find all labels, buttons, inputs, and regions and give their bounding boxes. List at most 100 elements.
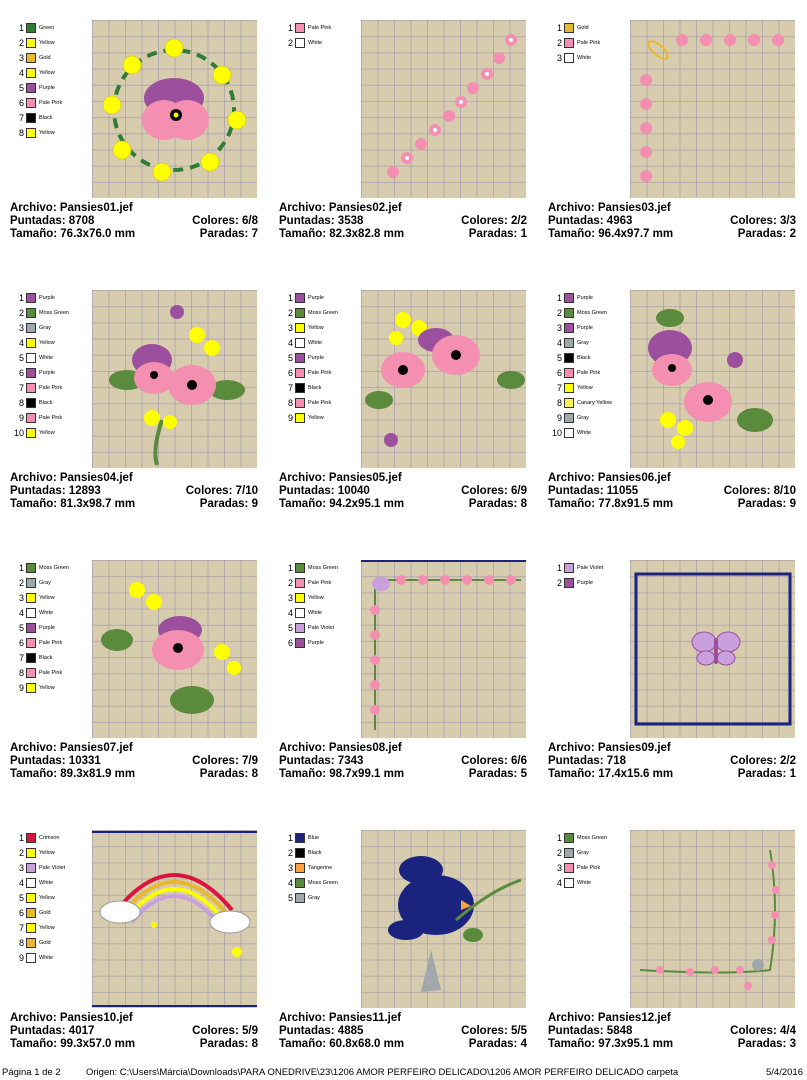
legend-row: 1 Pale Violet <box>550 560 628 575</box>
legend-number: 9 <box>556 412 562 423</box>
size-value: 77.8x91.5 mm <box>598 498 674 510</box>
legend-number: 4 <box>287 337 293 348</box>
design-cell[interactable]: 1 Green 2 Yellow 3 Gold 4 Yellow 5 Purple 6 Pale Pi… <box>0 0 269 270</box>
design-cell[interactable]: 1 Purple 2 Moss Green 3 Yellow 4 White 5 Purple 6 P… <box>269 270 538 540</box>
stitches-value: 11055 <box>606 485 639 497</box>
info-right: Colores: 6/6 <box>461 755 527 768</box>
legend-row: 8 Canary Yellow <box>550 395 628 410</box>
color-legend: 1 Gold 2 Pale Pink 3 White <box>550 20 628 65</box>
legend-row: 7 Pale Pink <box>12 380 90 395</box>
stitches-value: 718 <box>606 755 626 767</box>
design-preview[interactable] <box>630 20 795 198</box>
design-info: Archivo: Pansies08.jef Puntadas: 7343 Colo… <box>279 742 527 781</box>
design-cell[interactable]: 1 Moss Green 2 Pale Pink 3 Yellow 4 White 5 Pale … <box>269 540 538 810</box>
legend-number: 4 <box>18 607 24 618</box>
info-right: Colores: 2/2 <box>730 755 796 768</box>
legend-number: 7 <box>18 922 24 933</box>
design-preview[interactable] <box>361 290 526 468</box>
design-preview[interactable] <box>630 290 795 468</box>
design-cell[interactable]: 1 Pale Pink 2 White Archivo: Pansies02.jef P… <box>269 0 538 270</box>
color-name: Gray <box>39 324 51 331</box>
color-name: Pale Pink <box>39 639 63 646</box>
info-left: Tamaño: 82.3x82.8 mm <box>279 228 404 241</box>
color-name: Black <box>308 849 322 856</box>
legend-number: 2 <box>287 37 293 48</box>
info-left: Tamaño: 99.3x57.0 mm <box>10 1038 135 1051</box>
legend-number: 2 <box>556 847 562 858</box>
legend-row: 6 Purple <box>281 635 359 650</box>
color-name: Purple <box>577 579 593 586</box>
legend-row: 4 White <box>281 335 359 350</box>
color-swatch <box>26 952 36 963</box>
design-cell[interactable]: 1 Purple 2 Moss Green 3 Purple 4 Gray 5 Black 6 Pal… <box>538 270 807 540</box>
info-row: Tamaño: 81.3x98.7 mm Paradas: 9 <box>10 498 258 511</box>
info-right: Colores: 7/10 <box>186 485 258 498</box>
design-preview[interactable] <box>630 560 795 738</box>
info-row: Tamaño: 97.3x95.1 mm Paradas: 3 <box>548 1038 796 1051</box>
color-legend: 1 Purple 2 Moss Green 3 Purple 4 Gray 5 Black 6 Pal… <box>550 290 628 440</box>
design-cell[interactable]: 1 Gold 2 Pale Pink 3 White Archivo: Pansies03… <box>538 0 807 270</box>
info-right: Colores: 7/9 <box>192 755 258 768</box>
design-preview[interactable] <box>92 830 257 1008</box>
color-name: Purple <box>39 84 55 91</box>
stitches-label: Puntadas: <box>279 755 335 767</box>
legend-number: 2 <box>18 37 24 48</box>
color-name: White <box>39 954 54 961</box>
legend-row: 5 Purple <box>12 80 90 95</box>
info-row: Tamaño: 82.3x82.8 mm Paradas: 1 <box>279 228 527 241</box>
color-swatch <box>26 112 36 123</box>
legend-row: 2 White <box>281 35 359 50</box>
legend-row: 5 Black <box>550 350 628 365</box>
legend-row: 10 Yellow <box>12 425 90 440</box>
info-left: Archivo: Pansies01.jef <box>10 202 133 215</box>
stops-value: 4 <box>520 1038 527 1050</box>
color-legend: 1 Pale Pink 2 White <box>281 20 359 50</box>
design-cell[interactable]: 1 Blue 2 Black 3 Tangerine 4 Moss Green 5 Gray Ar… <box>269 810 538 1080</box>
color-swatch <box>295 832 305 843</box>
stops-value: 5 <box>520 768 527 780</box>
info-left: Tamaño: 76.3x76.0 mm <box>10 228 135 241</box>
design-cell[interactable]: 1 Crimson 2 Yellow 3 Pale Violet 4 White 5 Yellow… <box>0 810 269 1080</box>
legend-number: 1 <box>556 832 562 843</box>
design-preview[interactable] <box>92 560 257 738</box>
design-preview[interactable] <box>361 830 526 1008</box>
design-preview[interactable] <box>361 20 526 198</box>
design-preview[interactable] <box>630 830 795 1008</box>
rainbow-art <box>92 831 257 1007</box>
color-swatch <box>26 667 36 678</box>
color-swatch <box>295 892 305 903</box>
legend-number: 3 <box>18 322 24 333</box>
info-right: Paradas: 5 <box>469 768 527 781</box>
stitches-value: 10040 <box>337 485 370 497</box>
file-label: Archivo: <box>548 742 595 754</box>
legend-number: 10 <box>551 427 562 438</box>
stops-value: 8 <box>520 498 527 510</box>
stops-value: 9 <box>789 498 796 510</box>
legend-number: 5 <box>18 82 24 93</box>
color-name: Gold <box>39 54 51 61</box>
stitches-label: Puntadas: <box>279 485 335 497</box>
design-cell[interactable]: 1 Moss Green 2 Gray 3 Pale Pink 4 White Archivo… <box>538 810 807 1080</box>
color-swatch <box>295 307 305 318</box>
legend-row: 2 Moss Green <box>12 305 90 320</box>
info-row: Archivo: Pansies10.jef <box>10 1012 258 1025</box>
design-cell[interactable]: 1 Pale Violet 2 Purple Archivo: Pansies09.j… <box>538 540 807 810</box>
color-name: Pale Pink <box>39 99 63 106</box>
stops-label: Paradas: <box>199 1038 249 1050</box>
file-label: Archivo: <box>279 1012 326 1024</box>
size-value: 96.4x97.7 mm <box>598 228 674 240</box>
floral-border-art <box>361 560 526 730</box>
color-name: Moss Green <box>308 879 338 886</box>
color-swatch <box>295 622 305 633</box>
legend-row: 2 Pale Pink <box>281 575 359 590</box>
legend-row: 2 Purple <box>550 575 628 590</box>
design-cell[interactable]: 1 Purple 2 Moss Green 3 Gray 4 Yellow 5 White 6 Pur… <box>0 270 269 540</box>
legend-row: 7 Black <box>12 650 90 665</box>
design-preview[interactable] <box>92 20 257 198</box>
stitches-label: Puntadas: <box>279 1025 335 1037</box>
design-cell[interactable]: 1 Moss Green 2 Gray 3 Yellow 4 White 5 Purple 6 Pal… <box>0 540 269 810</box>
color-swatch <box>26 847 36 858</box>
design-preview[interactable] <box>92 290 257 468</box>
legend-row: 4 White <box>12 875 90 890</box>
design-preview[interactable] <box>361 560 526 738</box>
